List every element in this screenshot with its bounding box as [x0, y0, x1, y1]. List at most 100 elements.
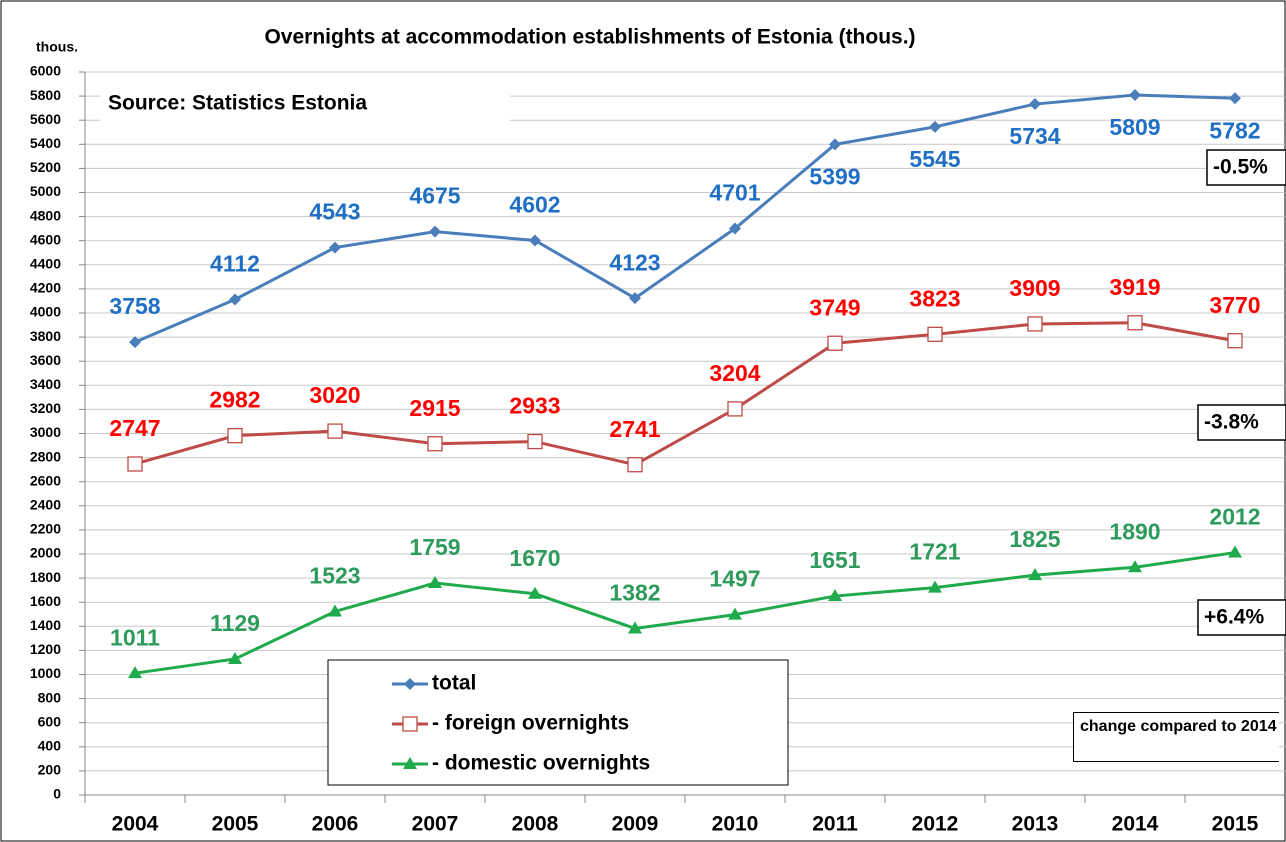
data-label: 2741: [609, 416, 660, 442]
legend-label: total: [432, 672, 476, 695]
data-label: 1523: [309, 563, 360, 589]
y-tick-label: 400: [38, 738, 62, 754]
marker: [928, 580, 942, 593]
marker: [428, 576, 442, 589]
y-tick-label: 5600: [30, 111, 61, 127]
marker: [929, 120, 941, 133]
y-tick-label: 1600: [30, 593, 61, 609]
data-label: 1651: [809, 547, 860, 573]
marker: [1229, 92, 1241, 105]
change-box: [1197, 599, 1286, 636]
data-label: 1759: [409, 534, 460, 560]
y-tick-label: 2000: [30, 545, 61, 561]
marker: [828, 589, 842, 602]
x-tick-label: 2005: [212, 813, 259, 836]
y-tick-label: 2600: [30, 472, 61, 488]
marker: [429, 225, 441, 238]
marker: [1128, 560, 1142, 573]
data-label: 3770: [1209, 292, 1260, 318]
marker: [127, 456, 143, 472]
y-tick-label: 5000: [30, 183, 61, 199]
marker: [403, 757, 417, 769]
y-tick-label: 2400: [30, 497, 61, 513]
x-tick-label: 2007: [412, 813, 459, 836]
marker: [129, 336, 141, 349]
data-label: 1129: [210, 610, 260, 636]
data-label: 3020: [309, 382, 360, 408]
marker: [402, 716, 418, 732]
legend-label: - domestic overnights: [432, 752, 650, 775]
marker: [1227, 333, 1243, 349]
data-label: 5545: [909, 146, 960, 172]
y-tick-label: 200: [38, 762, 62, 778]
data-label: 3909: [1009, 275, 1060, 301]
y-tick-label: 1000: [30, 665, 61, 681]
y-tick-label: 600: [38, 713, 62, 729]
change-box: [1206, 149, 1286, 186]
data-label: 2933: [509, 393, 560, 419]
y-tick-label: 6000: [30, 63, 61, 79]
source: Source: Statistics Estonia: [108, 92, 367, 115]
data-label: 1670: [509, 545, 560, 571]
marker: [404, 678, 416, 690]
data-label: 1890: [1109, 518, 1160, 544]
source-bg: [100, 85, 510, 125]
marker: [227, 428, 243, 444]
x-tick-label: 2012: [912, 813, 959, 836]
data-label: 1721: [909, 539, 960, 565]
y-tick-label: 4400: [30, 256, 61, 272]
data-label: 2012: [1209, 504, 1260, 530]
x-tick-label: 2010: [712, 813, 759, 836]
data-label: 4543: [309, 199, 360, 225]
data-label: 5809: [1109, 114, 1160, 140]
marker: [527, 433, 543, 450]
change-label: -3.8%: [1204, 411, 1259, 434]
x-tick-label: 2013: [1012, 813, 1059, 836]
y-tick-label: 3200: [30, 400, 61, 416]
x-tick-label: 2014: [1112, 813, 1159, 836]
marker: [629, 292, 641, 305]
marker: [329, 241, 341, 254]
marker: [327, 423, 343, 439]
data-label: 2982: [209, 387, 260, 413]
data-label: 4123: [609, 249, 660, 275]
data-label: 5734: [1009, 123, 1060, 149]
change-label: -0.5%: [1213, 156, 1268, 179]
data-label: 5782: [1209, 117, 1260, 143]
data-label: 2747: [109, 415, 160, 441]
y-tick-label: 5200: [30, 159, 61, 175]
data-label: 1497: [709, 566, 760, 592]
y-tick-label: 4200: [30, 280, 61, 296]
marker: [528, 586, 542, 599]
y-tick-label: 2800: [30, 448, 61, 464]
y-tick-label: 1200: [30, 641, 61, 657]
data-label: 5399: [809, 163, 860, 189]
y-axis-label: thous.: [36, 39, 78, 55]
x-tick-label: 2011: [812, 813, 858, 836]
marker: [728, 607, 742, 620]
data-label: 4701: [709, 180, 760, 206]
marker: [829, 138, 841, 151]
y-tick-label: 5400: [30, 135, 61, 151]
y-tick-label: 3000: [30, 424, 61, 440]
y-tick-label: 800: [38, 689, 62, 705]
y-tick-label: 3600: [30, 352, 61, 368]
y-tick-label: 5800: [30, 87, 61, 103]
marker: [628, 621, 642, 634]
y-tick-label: 1400: [30, 617, 61, 633]
data-label: 4602: [509, 192, 560, 218]
legend-label: - foreign overnights: [432, 712, 629, 735]
marker: [1027, 316, 1043, 332]
change-note: change compared to 2014: [1073, 712, 1279, 762]
data-label: 4675: [409, 183, 460, 209]
data-label: 4112: [210, 251, 260, 277]
y-tick-label: 1800: [30, 569, 61, 585]
marker: [729, 222, 741, 235]
marker: [927, 326, 943, 342]
data-label: 1011: [110, 624, 160, 650]
marker: [229, 293, 241, 306]
data-label: 1825: [1009, 526, 1060, 552]
data-label: 3749: [809, 294, 860, 320]
marker: [1029, 98, 1041, 111]
y-tick-label: 4800: [30, 207, 61, 223]
